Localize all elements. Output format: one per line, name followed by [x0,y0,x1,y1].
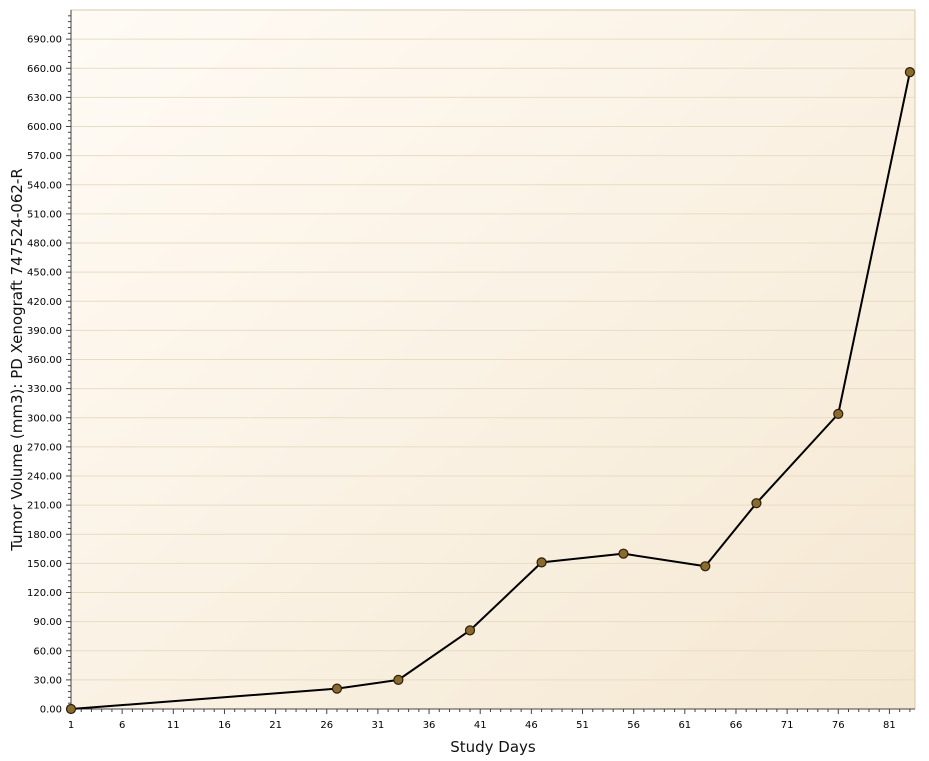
data-point [751,498,762,509]
data-point [393,674,404,685]
x-tick-label: 11 [167,720,180,731]
y-tick-label: 300.00 [27,413,62,424]
x-tick-label: 6 [119,720,125,731]
y-tick-label: 510.00 [27,209,62,220]
x-tick-label: 71 [781,720,794,731]
y-tick-label: 30.00 [33,675,62,686]
y-tick-label: 630.00 [27,93,62,104]
data-point [618,548,629,559]
y-tick-label: 480.00 [27,239,62,250]
y-tick-label: 60.00 [33,646,62,657]
y-tick-label: 390.00 [27,326,62,337]
y-tick-label: 420.00 [27,297,62,308]
y-tick-label: 0.00 [40,705,62,716]
data-point [536,557,547,568]
y-tick-label: 690.00 [27,35,62,46]
y-tick-label: 210.00 [27,501,62,512]
x-tick-label: 76 [832,720,845,731]
x-tick-label: 1 [68,720,74,731]
x-tick-label: 41 [474,720,487,731]
x-axis-title: Study Days [450,738,536,756]
y-tick-label: 330.00 [27,384,62,395]
x-tick-label: 46 [525,720,538,731]
grid-lines [71,38,915,681]
y-tick-label: 570.00 [27,151,62,162]
x-tick-label: 81 [883,720,896,731]
data-point [65,703,77,715]
y-tick-label: 600.00 [27,122,62,133]
y-tick-label: 180.00 [27,530,62,541]
y-tick-label: 270.00 [27,442,62,453]
x-tick-label: 61 [678,720,691,731]
x-tick-label: 16 [218,720,231,731]
y-tick-label: 120.00 [27,588,62,599]
x-tick-label: 51 [576,720,589,731]
data-point [331,683,343,694]
x-tick-label: 31 [372,720,385,731]
data-point [700,561,711,572]
series-line [70,71,911,710]
series-layer [65,67,915,715]
axes: 0.00 30.00 60.00 90.00 120.00 150.00 180.00 210… [27,10,915,731]
y-tick-label: 540.00 [27,180,62,191]
y-axis-title: Tumor Volume (mm3): PD Xenograft 747524-… [8,168,26,552]
y-tick-label: 450.00 [27,268,62,279]
y-tick-label: 360.00 [27,355,62,366]
x-tick-label: 26 [320,720,333,731]
data-point [833,408,844,419]
data-point [904,67,915,78]
y-tick-label: 150.00 [27,559,62,570]
y-tick-label: 90.00 [33,617,62,628]
y-tick-label: 240.00 [27,472,62,483]
data-point [464,625,476,636]
x-tick-label: 56 [627,720,640,731]
y-tick-label: 660.00 [27,64,62,75]
x-tick-label: 21 [269,720,282,731]
x-tick-label: 66 [730,720,743,731]
x-tick-label: 36 [423,720,436,731]
